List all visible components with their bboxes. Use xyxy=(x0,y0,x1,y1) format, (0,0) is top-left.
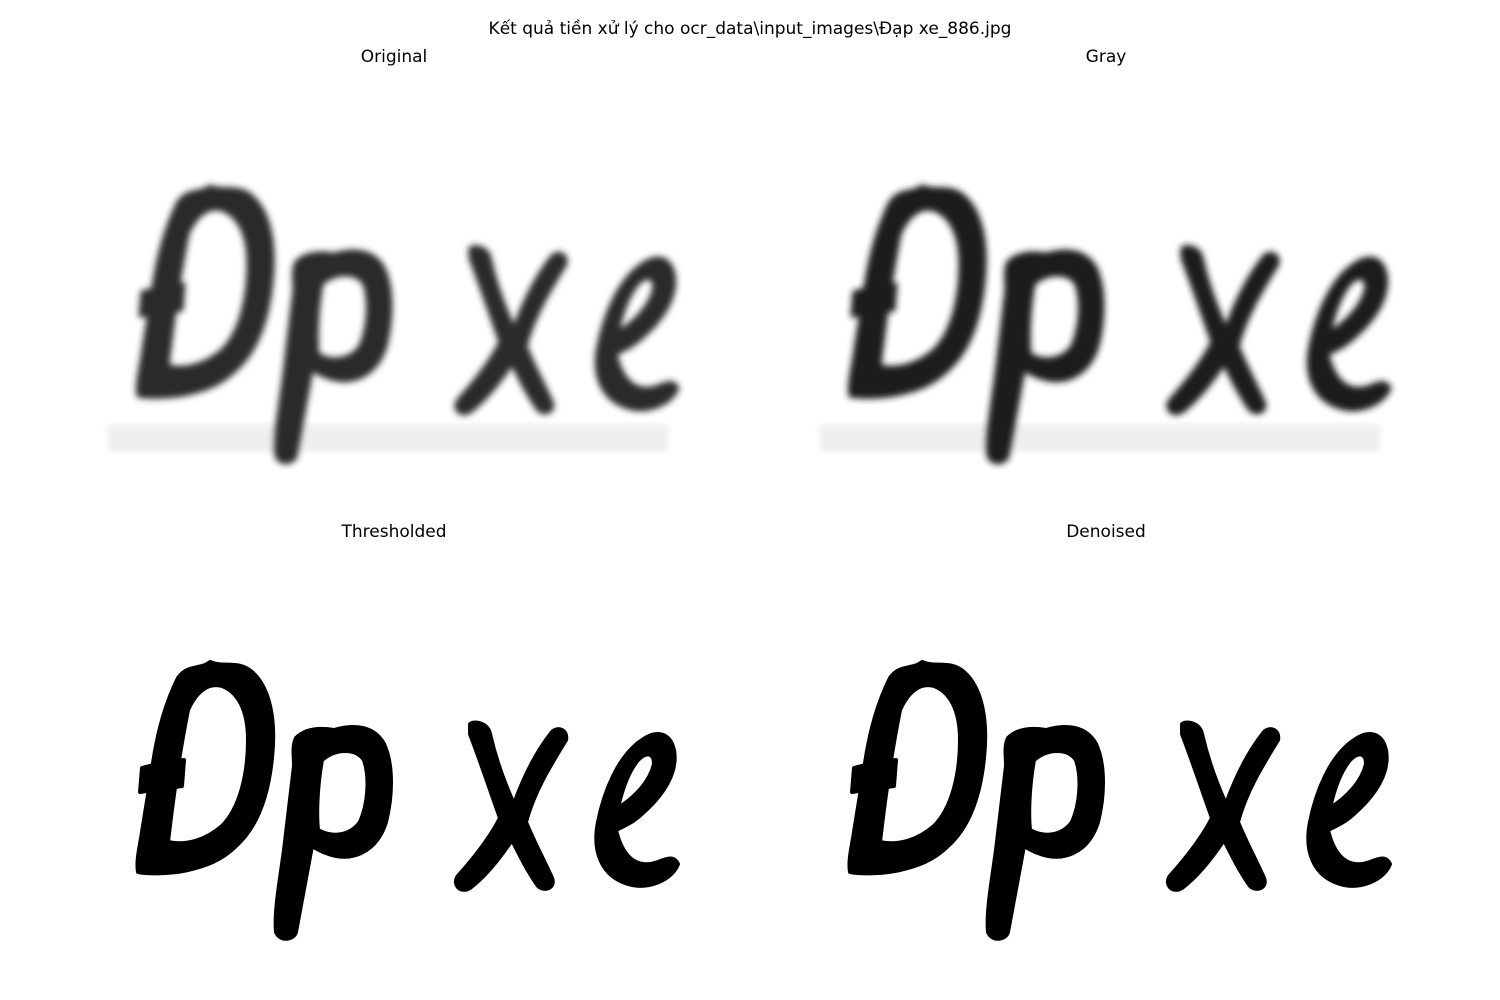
glyph-e xyxy=(594,732,680,888)
glyph-bar xyxy=(850,282,898,318)
panel-title-gray: Gray xyxy=(1085,47,1127,67)
glyph-D xyxy=(847,660,988,876)
panel-image-denoised xyxy=(750,560,1462,980)
glyph-p xyxy=(273,725,393,941)
word-image-original xyxy=(108,184,680,465)
glyph-x xyxy=(1165,720,1281,892)
glyph-D xyxy=(136,184,275,399)
glyph-x xyxy=(454,244,568,416)
handwritten-word xyxy=(847,660,1392,941)
handwritten-word xyxy=(136,184,680,465)
glyph-x xyxy=(453,720,569,892)
word-image-gray xyxy=(820,184,1392,465)
glyph-x xyxy=(1166,244,1280,416)
word-image-thresh xyxy=(135,660,680,941)
glyph-p xyxy=(274,249,393,465)
glyph-bar xyxy=(138,282,186,318)
panel-title-thresholded: Thresholded xyxy=(341,522,447,542)
glyph-bar xyxy=(850,758,898,794)
glyph-D xyxy=(848,184,987,399)
panel-image-original xyxy=(38,84,750,504)
figure-suptitle: Kết quả tiền xử lý cho ocr_data\input_im… xyxy=(488,19,1012,39)
word-image-denoise xyxy=(847,660,1392,941)
panel-title-original: Original xyxy=(360,47,428,67)
glyph-e xyxy=(1306,256,1392,412)
background-smudge xyxy=(820,424,1380,452)
background-smudge xyxy=(108,424,668,452)
panel-image-thresholded xyxy=(38,560,750,980)
glyph-e xyxy=(1306,732,1392,888)
panel-image-gray xyxy=(750,84,1462,504)
handwritten-word xyxy=(848,184,1392,465)
glyph-p xyxy=(986,249,1105,465)
glyph-D xyxy=(135,660,276,876)
glyph-p xyxy=(985,725,1105,941)
panel-title-denoised: Denoised xyxy=(1066,522,1146,542)
handwritten-word xyxy=(135,660,680,941)
glyph-e xyxy=(594,256,680,412)
glyph-bar xyxy=(138,758,186,794)
